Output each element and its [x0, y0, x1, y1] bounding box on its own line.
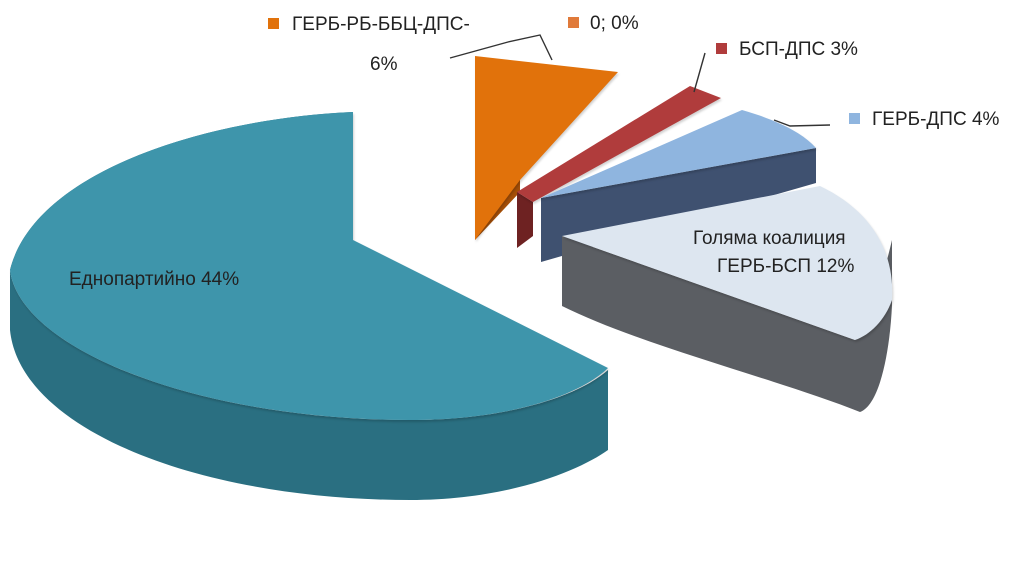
label-gerb-rb-line1: ГЕРБ-РБ-ББЦ-ДПС-: [292, 14, 470, 35]
label-golyama-line2: ГЕРБ-БСП 12%: [717, 256, 854, 277]
label-gerb-dps: ГЕРБ-ДПС 4%: [872, 109, 1000, 130]
label-golyama-line1: Голяма коалиция: [693, 228, 846, 249]
data-labels: ГЕРБ-РБ-ББЦ-ДПС- 6% 0; 0% БСП-ДПС 3% ГЕР…: [69, 13, 1000, 290]
slice-tops: [10, 56, 893, 420]
label-zero: 0; 0%: [590, 13, 639, 34]
slice-top-ednopartiyno: [10, 112, 608, 420]
leader-lines: [449, 34, 831, 127]
leader-bsp-dps: [693, 52, 706, 93]
slice-side-golyama: [562, 236, 892, 412]
label-bsp-dps: БСП-ДПС 3%: [739, 39, 858, 60]
label-swatch-gerb-rb: [268, 18, 279, 29]
label-swatch-zero: [568, 17, 579, 28]
slice-side-bsp-dps: [517, 192, 533, 248]
slice-top-gerb-rb-bbc-dps: [475, 56, 618, 240]
leader-gerb-dps: [773, 119, 831, 127]
label-swatch-gerb-dps: [849, 113, 860, 124]
slice-top-golyama: [562, 186, 893, 340]
leader-gerb-rb: [449, 34, 553, 61]
slice-side-ednopartiyno: [10, 112, 608, 500]
label-swatch-bsp-dps: [716, 43, 727, 54]
label-ednopartiyno: Еднопартийно 44%: [69, 269, 239, 290]
slice-top-gerb-dps: [541, 110, 816, 198]
label-gerb-rb-line2: 6%: [370, 54, 398, 75]
slice-top-bsp-dps: [517, 86, 721, 202]
